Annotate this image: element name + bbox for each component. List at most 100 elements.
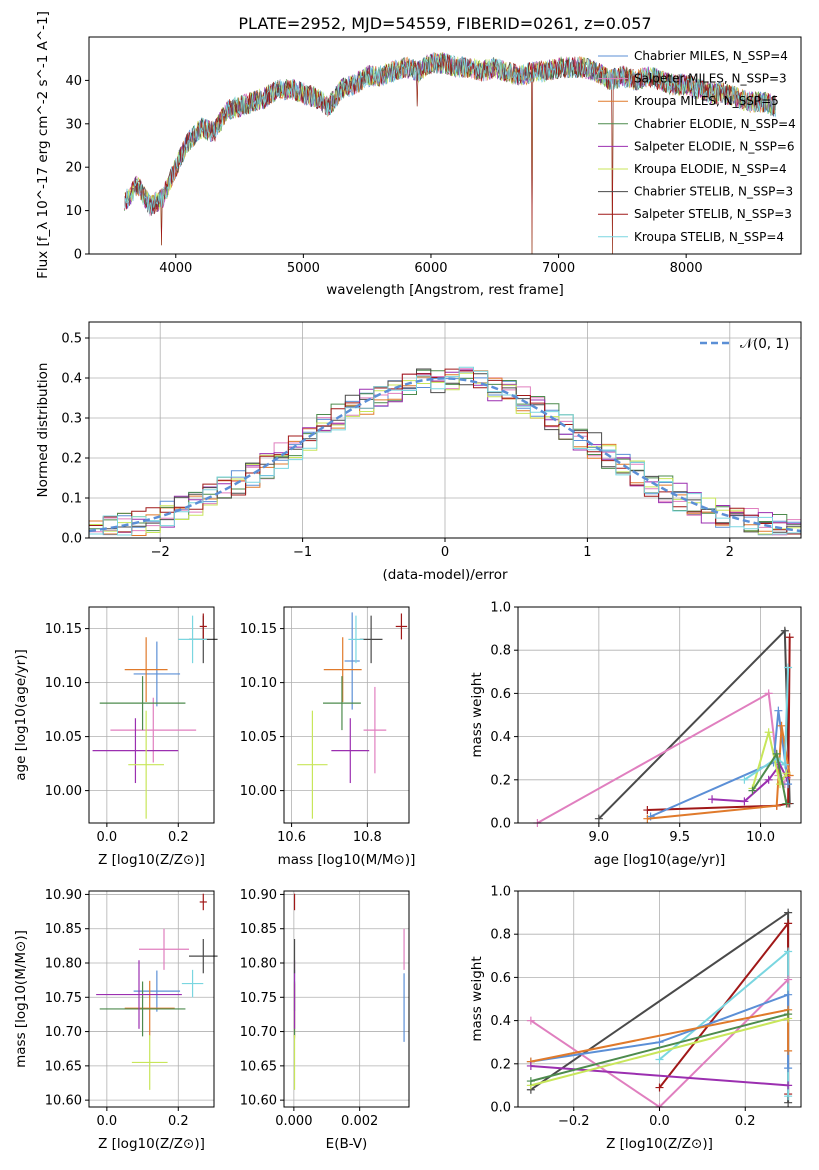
spectrum-line-kroupa_stelib [124, 53, 776, 215]
x-tick-label: 0.2 [168, 1114, 189, 1129]
chart-title: PLATE=2952, MJD=54559, FIBERID=0261, z=0… [238, 14, 651, 33]
panel-7 [518, 890, 801, 1108]
y-tick-label: 10 [65, 204, 82, 219]
x-tick-label: 0.2 [168, 830, 189, 845]
x-tick-label: 0 [441, 545, 449, 560]
weight-point-marker [784, 1046, 793, 1055]
x-tick-label: 7000 [542, 261, 575, 276]
weight-point-marker [594, 814, 603, 823]
x-axis-label: mass [log10(M/M⊙)] [278, 852, 416, 868]
y-tick-label: 10.80 [45, 957, 82, 972]
weight-point-marker [777, 721, 786, 730]
weight-line-kroupa_elodie [530, 1017, 789, 1087]
y-tick-label: 10.10 [240, 676, 277, 691]
y-tick-label: 0 [74, 248, 82, 263]
x-tick-label: 4000 [159, 261, 192, 276]
legend-label: Kroupa STELIB, N_SSP=4 [634, 230, 784, 244]
weight-point-marker [772, 749, 781, 758]
panel-2 [89, 607, 214, 823]
panel-1 [89, 322, 801, 539]
weight-point-marker [784, 1010, 793, 1019]
x-axis-label: Z [log10(Z/Z⊙)] [98, 1136, 205, 1152]
y-tick-label: 1.0 [490, 601, 511, 616]
y-tick-label: 10.70 [240, 1025, 277, 1040]
panel-3 [284, 607, 409, 823]
histogram-step-salpeter_stelib [89, 368, 801, 535]
y-tick-label: 0.5 [61, 332, 82, 347]
x-axis-label: E(B-V) [326, 1136, 368, 1152]
y-tick-label: 0.2 [490, 1057, 511, 1072]
y-tick-label: 10.70 [45, 1025, 82, 1040]
weight-line-salpeter_elodie [712, 762, 788, 803]
x-tick-label: 0.0 [97, 1114, 118, 1129]
x-tick-label: 10.6 [277, 830, 306, 845]
y-tick-label: 10.10 [45, 676, 82, 691]
y-tick-label: 10.80 [240, 957, 277, 972]
x-tick-label: −0.2 [558, 1114, 590, 1129]
legend-label: Salpeter STELIB, N_SSP=3 [634, 207, 792, 221]
y-tick-label: 0.0 [61, 532, 82, 547]
axes-frame-2 [88, 606, 215, 824]
y-tick-label: 10.75 [240, 991, 277, 1006]
weight-line-chabrier_miles [650, 710, 790, 818]
y-tick-label: 0.4 [490, 730, 511, 745]
y-axis-label: age [log10(age/yr)] [13, 649, 29, 781]
y-axis-label: Flux [f_λ 10^-17 erg cm^-2 s^-1 A^-1] [35, 11, 51, 279]
weight-point-marker [784, 908, 793, 917]
x-tick-label: 8000 [670, 261, 703, 276]
weight-point-marker [780, 626, 789, 635]
axes-frame-4 [517, 606, 802, 824]
weight-point-marker [784, 780, 793, 789]
weight-point-marker [772, 801, 781, 810]
x-tick-label: −2 [151, 545, 170, 560]
y-tick-label: 0.2 [61, 452, 82, 467]
weight-point-marker [655, 1038, 664, 1047]
y-tick-label: 0.3 [61, 412, 82, 427]
legend-label: Salpeter MILES, N_SSP=3 [634, 72, 787, 86]
weight-point-marker [740, 797, 749, 806]
legend-label: Kroupa MILES, N_SSP=5 [634, 94, 779, 108]
y-tick-label: 0.8 [490, 644, 511, 659]
y-tick-label: 0.1 [61, 492, 82, 507]
weight-point-marker [764, 728, 773, 737]
x-tick-label: 1 [583, 545, 591, 560]
weight-line-kroupa_stelib [743, 667, 790, 781]
legend-label: 𝒩(0, 1) [740, 336, 789, 352]
weight-point-marker [784, 663, 793, 672]
x-tick-label: −1 [293, 545, 312, 560]
x-tick-label: 6000 [414, 261, 447, 276]
x-tick-label: 9.0 [589, 830, 610, 845]
panel-6 [284, 891, 409, 1107]
weight-point-marker [526, 1077, 535, 1086]
weight-point-marker [774, 706, 783, 715]
y-tick-label: 10.65 [45, 1059, 82, 1074]
legend-label: Chabrier ELODIE, N_SSP=4 [634, 117, 796, 131]
weight-point-marker [526, 1016, 535, 1025]
y-tick-label: 1.0 [490, 885, 511, 900]
x-tick-label: 9.5 [669, 830, 690, 845]
weight-point-marker [782, 799, 791, 808]
weight-point-marker [784, 990, 793, 999]
weight-point-marker [784, 1092, 793, 1101]
weight-point-marker [740, 775, 749, 784]
weight-point-marker [655, 1055, 664, 1064]
y-tick-label: 10.05 [45, 730, 82, 745]
y-tick-label: 10.15 [240, 622, 277, 637]
x-tick-label: 0.0 [649, 1114, 670, 1129]
weight-line-chabrier_elodie [530, 1013, 789, 1083]
weight-line-salpeter_stelib [658, 920, 790, 1094]
spectrum-line-salpeter_stelib [124, 54, 776, 255]
legend-label: Kroupa ELODIE, N_SSP=4 [634, 162, 787, 176]
y-tick-label: 10.75 [45, 991, 82, 1006]
axes-frame-0 [88, 36, 802, 255]
y-tick-label: 10.90 [45, 888, 82, 903]
x-tick-label: 0.2 [735, 1114, 756, 1129]
y-tick-label: 10.05 [240, 730, 277, 745]
weight-point-marker [780, 760, 789, 769]
y-axis-label: Normed distribution [35, 363, 51, 498]
y-tick-label: 0.4 [490, 1014, 511, 1029]
y-tick-label: 0.0 [490, 817, 511, 832]
weight-point-marker [655, 1083, 664, 1092]
y-tick-label: 10.15 [45, 622, 82, 637]
